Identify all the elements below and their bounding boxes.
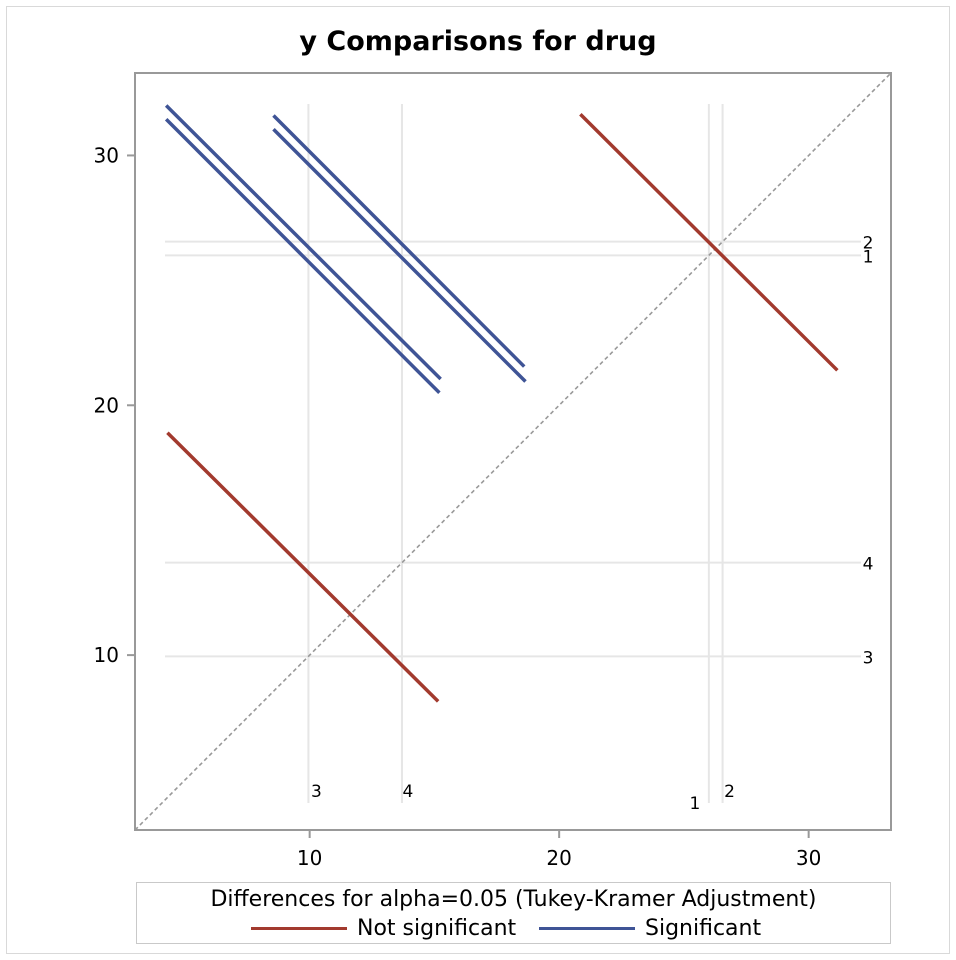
y-tick-label-10: 10	[94, 643, 119, 667]
legend-swatch-significant	[539, 926, 635, 930]
comparison-line-2-1	[579, 112, 839, 372]
legend-item-significant: Significant	[539, 914, 761, 942]
group-label-bottom-1: 1	[689, 794, 700, 814]
diagonal-reference-line	[134, 72, 892, 831]
legend-label-significant: Significant	[645, 915, 762, 941]
x-tick-label-20: 20	[546, 846, 571, 870]
x-tick-label-10: 10	[297, 846, 322, 870]
legend-item-not-significant: Not significant	[251, 914, 516, 942]
plot-border	[134, 72, 892, 831]
group-label-bottom-4: 4	[403, 782, 414, 802]
group-label-right-2: 2	[863, 234, 874, 254]
legend: Differences for alpha=0.05 (Tukey-Kramer…	[136, 882, 891, 944]
comparison-line-4-2	[272, 114, 526, 368]
comparison-line-3-4	[166, 431, 440, 703]
chart-title: y Comparisons for drug	[299, 26, 657, 57]
legend-title: Differences for alpha=0.05 (Tukey-Kramer…	[210, 887, 817, 912]
comparison-line-3-2	[164, 104, 442, 381]
comparison-line-4-1	[272, 127, 527, 383]
group-label-bottom-2: 2	[724, 782, 735, 802]
group-label-right-3: 3	[863, 648, 874, 668]
group-label-right-1: 1	[863, 247, 874, 267]
group-label-right-4: 4	[863, 555, 874, 575]
legend-label-not-significant: Not significant	[357, 915, 517, 941]
y-tick-label-30: 30	[94, 143, 119, 167]
y-tick-label-20: 20	[94, 393, 119, 417]
comparison-line-3-1	[164, 117, 441, 395]
chart-frame	[6, 6, 950, 954]
legend-swatch-not-significant	[251, 926, 347, 930]
group-label-bottom-3: 3	[311, 782, 322, 802]
x-tick-label-30: 30	[796, 846, 821, 870]
